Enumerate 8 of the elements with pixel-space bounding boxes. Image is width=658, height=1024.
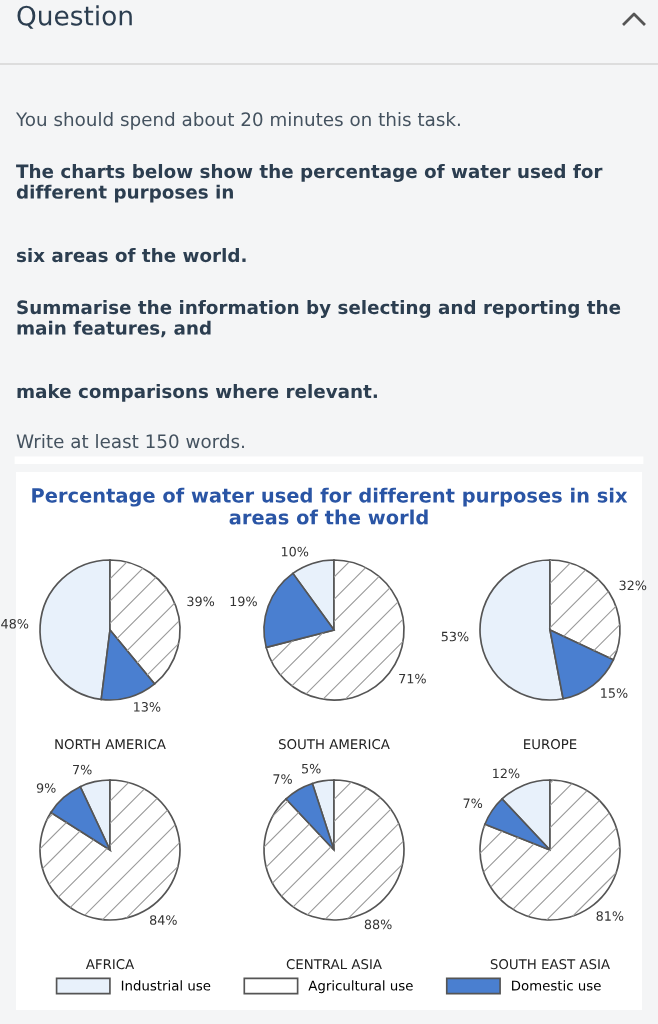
chart-title: Percentage of water used for different purposes in six areas of the world — [32, 487, 628, 525]
text: Write at least 150 words. — [16, 434, 244, 449]
text: Summarise the information by selecting and reporting the main features, and — [17, 300, 621, 338]
text: six areas of the world. — [16, 248, 246, 263]
text: The charts below show the percentage of water used for different purposes in — [16, 164, 603, 203]
text: Question — [17, 5, 132, 29]
text: You should spend about 20 minutes on this task. — [15, 112, 460, 130]
text: make comparisons where relevant. — [17, 384, 377, 402]
